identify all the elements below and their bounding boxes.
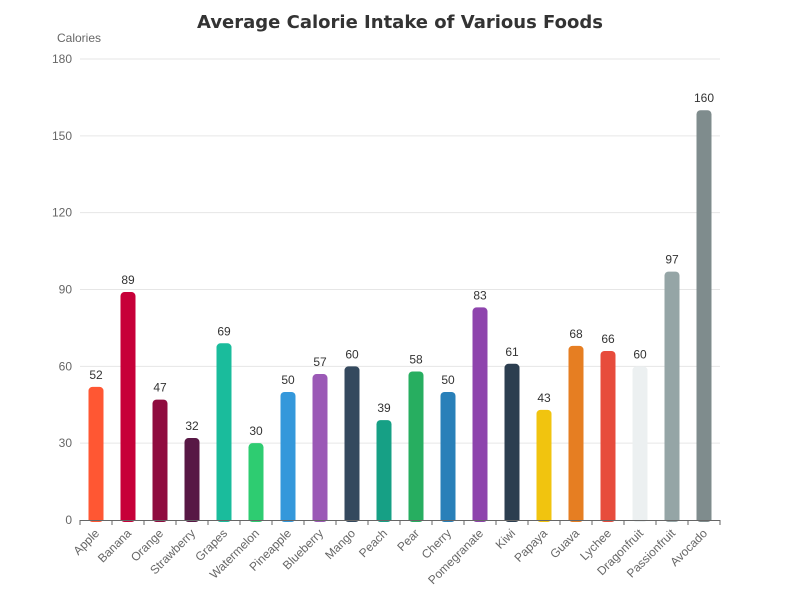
bar-base — [280, 516, 296, 520]
bar-base — [216, 516, 232, 520]
bar-mango — [344, 366, 360, 522]
bar-papaya — [536, 409, 552, 522]
bar-base — [600, 516, 616, 520]
y-tick-label: 30 — [59, 436, 73, 450]
data-label: 50 — [281, 373, 295, 387]
x-tick-label: Papaya — [511, 526, 550, 565]
grid-lines — [80, 58, 720, 444]
bar-base — [408, 516, 424, 520]
data-labels: 52 89 47 32 69 30 50 57 60 39 58 50 83 61 43 68 66 60 97 16… — [89, 91, 714, 438]
bar-strawberry — [184, 438, 200, 522]
data-label: 60 — [345, 347, 359, 361]
data-label: 89 — [121, 273, 135, 287]
x-tick-label: Peach — [356, 526, 390, 560]
bar-watermelon — [248, 443, 264, 522]
y-tick-label: 180 — [52, 52, 72, 66]
bar-base — [504, 516, 520, 520]
bar-base — [120, 516, 136, 520]
bar-lychee — [600, 350, 616, 522]
bar-base — [632, 516, 648, 520]
data-label: 58 — [409, 352, 423, 366]
data-label: 83 — [473, 288, 487, 302]
bar-base — [376, 516, 392, 520]
data-label: 69 — [217, 324, 231, 338]
data-label: 43 — [537, 391, 551, 405]
x-tick-label: Pear — [394, 526, 422, 554]
bar-peach — [376, 420, 392, 522]
x-tick-label: Guava — [547, 526, 582, 561]
bar-kiwi — [504, 363, 520, 522]
bar-orange — [152, 399, 168, 522]
data-label: 52 — [89, 368, 103, 382]
y-axis-ticks: 0 30 60 90 120 150 180 — [52, 52, 72, 527]
bar-base — [536, 516, 552, 520]
y-tick-label: 0 — [65, 513, 72, 527]
data-label: 47 — [153, 381, 167, 395]
bar-base — [344, 516, 360, 520]
data-label: 50 — [441, 373, 455, 387]
data-label: 60 — [633, 347, 647, 361]
x-axis-ticks: AppleBananaOrangeStrawberryGrapesWaterme… — [71, 520, 721, 587]
bar-base — [152, 516, 168, 520]
data-label: 57 — [313, 355, 327, 369]
data-label: 39 — [377, 401, 391, 415]
bar-grapes — [216, 343, 232, 522]
bar-base — [184, 516, 200, 520]
data-label: 61 — [505, 345, 519, 359]
y-axis-label: Calories — [57, 31, 101, 45]
bar-base — [472, 516, 488, 520]
bar-base — [696, 516, 712, 520]
data-label: 30 — [249, 424, 263, 438]
x-tick-label: Kiwi — [493, 526, 518, 551]
y-tick-label: 120 — [52, 206, 72, 220]
bar-base — [312, 516, 328, 520]
bar-base — [248, 516, 264, 520]
x-tick-label: Mango — [322, 526, 358, 562]
bars — [88, 110, 712, 522]
bar-base — [664, 516, 680, 520]
y-tick-label: 60 — [59, 359, 73, 373]
y-tick-label: 150 — [52, 129, 72, 143]
data-label: 66 — [601, 332, 615, 346]
bar-blueberry — [312, 374, 328, 522]
bar-apple — [88, 386, 104, 522]
data-label: 160 — [694, 91, 714, 105]
bar-base — [88, 516, 104, 520]
bar-base — [568, 516, 584, 520]
bar-base — [440, 516, 456, 520]
y-tick-label: 90 — [59, 283, 73, 297]
bar-passionfruit — [664, 271, 680, 522]
bar-avocado — [696, 110, 712, 522]
data-label: 32 — [185, 419, 199, 433]
data-label: 68 — [569, 327, 583, 341]
bar-cherry — [440, 391, 456, 522]
bar-banana — [120, 292, 136, 522]
chart-title: Average Calorie Intake of Various Foods — [197, 12, 603, 33]
data-label: 97 — [665, 253, 679, 267]
bar-dragonfruit — [632, 366, 648, 522]
bar-guava — [568, 345, 584, 522]
bar-pear — [408, 371, 424, 522]
bar-pineapple — [280, 391, 296, 522]
bar-pomegranate — [472, 307, 488, 522]
x-tick-label: Banana — [95, 526, 134, 565]
